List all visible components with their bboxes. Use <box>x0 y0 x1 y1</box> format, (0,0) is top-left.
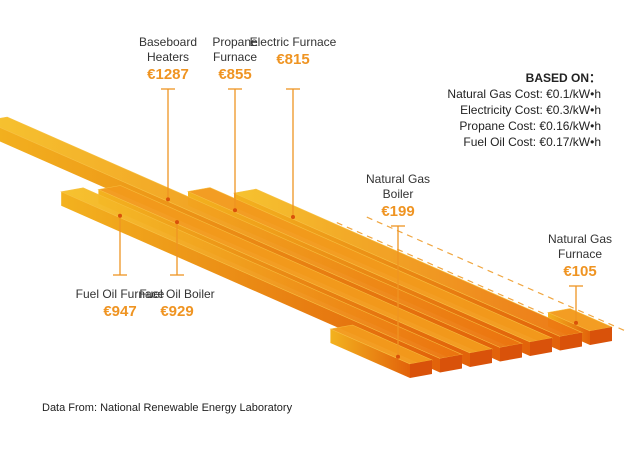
category-label: Propane Furnace <box>212 35 258 64</box>
bar-label: Natural Gas Boiler €199 <box>353 172 443 221</box>
bar-label: Propane Furnace €855 <box>190 35 280 84</box>
source: Data From: National Renewable Energy Lab… <box>42 402 293 414</box>
bar-front <box>590 327 612 345</box>
note-line: Natural Gas Cost: €0.1/kW•h <box>447 87 601 101</box>
value-label: €1287 <box>147 66 189 83</box>
value-label: €929 <box>160 303 194 320</box>
category-label: Natural Gas Furnace <box>547 232 613 261</box>
leader-dot <box>233 208 237 213</box>
bar-side <box>330 329 410 378</box>
leader-dot <box>118 213 122 218</box>
notes: BASED ON： Natural Gas Cost: €0.1/kW•h Ele… <box>447 70 601 150</box>
leader-dot <box>574 320 578 325</box>
value-label: €105 <box>563 263 597 280</box>
bar-front <box>530 338 552 356</box>
bar-front <box>560 332 582 351</box>
category-label: Baseboard Heaters <box>138 35 198 64</box>
bar-front <box>440 354 462 373</box>
notes-title: BASED ON： <box>525 71 601 85</box>
category-label: Fuel Oil Boiler <box>139 287 215 301</box>
leader-dot <box>166 197 170 202</box>
bar-front <box>470 349 492 367</box>
bar-label: Fuel Oil Furnace €947 <box>75 287 165 321</box>
guide-line <box>363 215 625 331</box>
bar-front <box>500 343 522 362</box>
bar-label: Baseboard Heaters €1287 <box>123 35 213 84</box>
value-label: €855 <box>218 66 252 83</box>
category-label: Natural Gas Boiler <box>365 172 431 201</box>
bar-label: Fuel Oil Boiler €929 <box>132 287 222 321</box>
value-label: €199 <box>381 203 415 220</box>
category-label: Electric Furnace <box>249 35 337 49</box>
bar-label: Natural Gas Furnace €105 <box>535 232 625 281</box>
note-line: Propane Cost: €0.16/kW•h <box>459 119 601 133</box>
leader-dot <box>396 354 400 359</box>
category-label: Fuel Oil Furnace <box>75 287 165 301</box>
bar-label: Electric Furnace €815 <box>248 35 338 69</box>
bar <box>0 116 524 362</box>
note-line: Electricity Cost: €0.3/kW•h <box>460 103 601 117</box>
leader-dot <box>175 220 179 225</box>
leader-dot <box>291 215 295 220</box>
bar-front <box>410 360 432 378</box>
value-label: €815 <box>276 51 310 68</box>
note-line: Fuel Oil Cost: €0.17/kW•h <box>463 135 601 149</box>
bar <box>329 324 434 378</box>
value-label: €947 <box>103 303 137 320</box>
